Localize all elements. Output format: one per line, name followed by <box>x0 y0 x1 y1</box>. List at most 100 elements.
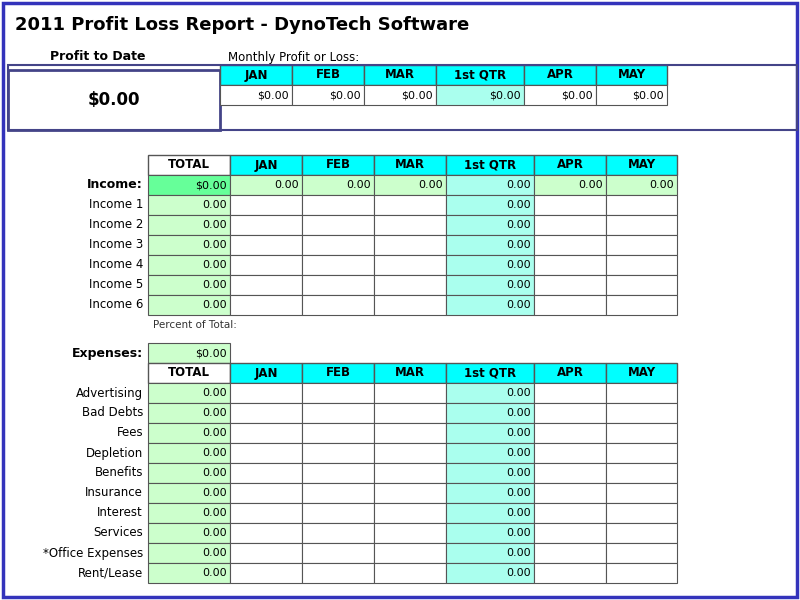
Bar <box>534 295 606 315</box>
Text: $0.00: $0.00 <box>258 90 289 100</box>
Bar <box>148 363 230 383</box>
Bar <box>374 215 446 235</box>
Bar <box>148 523 230 543</box>
Text: 0.00: 0.00 <box>202 508 227 518</box>
Bar <box>446 503 534 523</box>
Text: Bad Debts: Bad Debts <box>82 407 143 419</box>
Text: Services: Services <box>94 527 143 539</box>
Bar <box>534 255 606 275</box>
Bar <box>292 65 364 85</box>
Text: Interest: Interest <box>98 506 143 520</box>
Text: 0.00: 0.00 <box>506 200 531 210</box>
Bar <box>534 155 606 175</box>
Text: Depletion: Depletion <box>86 446 143 460</box>
Bar <box>148 483 230 503</box>
Bar <box>230 423 302 443</box>
Bar <box>374 295 446 315</box>
Text: 0.00: 0.00 <box>506 488 531 498</box>
Text: 0.00: 0.00 <box>506 548 531 558</box>
Bar <box>524 85 596 105</box>
Bar <box>230 255 302 275</box>
Bar <box>148 295 230 315</box>
Bar <box>606 523 677 543</box>
Text: 0.00: 0.00 <box>202 388 227 398</box>
Bar <box>148 275 230 295</box>
Bar <box>374 503 446 523</box>
Text: Income 1: Income 1 <box>89 199 143 211</box>
Bar <box>302 483 374 503</box>
Text: 0.00: 0.00 <box>506 220 531 230</box>
Bar <box>230 523 302 543</box>
Bar <box>446 463 534 483</box>
Bar <box>374 563 446 583</box>
Text: 0.00: 0.00 <box>650 180 674 190</box>
Text: *Office Expenses: *Office Expenses <box>42 547 143 559</box>
Bar <box>534 363 606 383</box>
Bar <box>8 70 220 130</box>
Text: Monthly Profit or Loss:: Monthly Profit or Loss: <box>228 50 359 64</box>
Bar <box>534 215 606 235</box>
Text: JAN: JAN <box>244 68 268 82</box>
Bar <box>606 443 677 463</box>
Bar <box>230 563 302 583</box>
Text: Income 4: Income 4 <box>89 259 143 271</box>
Bar <box>302 155 374 175</box>
Text: Insurance: Insurance <box>85 487 143 499</box>
Bar <box>606 215 677 235</box>
Bar <box>292 85 364 105</box>
Text: MAY: MAY <box>618 68 646 82</box>
Bar <box>374 403 446 423</box>
Bar <box>374 255 446 275</box>
Bar <box>230 543 302 563</box>
Bar <box>596 85 667 105</box>
Bar <box>302 215 374 235</box>
Bar <box>230 195 302 215</box>
Text: 0.00: 0.00 <box>506 468 531 478</box>
Text: 0.00: 0.00 <box>578 180 603 190</box>
Bar <box>606 403 677 423</box>
Text: Benefits: Benefits <box>94 467 143 479</box>
Bar <box>436 85 524 105</box>
Bar <box>606 235 677 255</box>
Bar <box>534 483 606 503</box>
Bar <box>374 423 446 443</box>
Text: 0.00: 0.00 <box>506 448 531 458</box>
Bar <box>534 503 606 523</box>
Bar <box>606 175 677 195</box>
Bar <box>220 65 292 85</box>
Text: FEB: FEB <box>315 68 341 82</box>
Bar <box>524 65 596 85</box>
Bar <box>230 383 302 403</box>
Text: 0.00: 0.00 <box>202 528 227 538</box>
Bar <box>302 443 374 463</box>
Bar <box>302 195 374 215</box>
Bar <box>148 443 230 463</box>
Bar <box>364 85 436 105</box>
Text: MAY: MAY <box>627 367 655 379</box>
Bar <box>148 235 230 255</box>
Text: 1st QTR: 1st QTR <box>464 367 516 379</box>
Bar <box>302 543 374 563</box>
Bar <box>8 65 797 130</box>
Text: 0.00: 0.00 <box>506 568 531 578</box>
Bar <box>446 155 534 175</box>
Text: FEB: FEB <box>326 158 350 172</box>
Text: 0.00: 0.00 <box>506 428 531 438</box>
Bar <box>596 65 667 85</box>
Bar <box>302 423 374 443</box>
Text: 0.00: 0.00 <box>346 180 371 190</box>
Bar <box>374 275 446 295</box>
Bar <box>446 443 534 463</box>
Text: APR: APR <box>557 367 583 379</box>
Text: Profit to Date: Profit to Date <box>50 50 146 64</box>
Bar <box>374 363 446 383</box>
Bar <box>148 463 230 483</box>
Bar <box>230 463 302 483</box>
Bar <box>302 175 374 195</box>
Bar <box>230 403 302 423</box>
Bar <box>302 295 374 315</box>
Text: Income 5: Income 5 <box>89 278 143 292</box>
Bar <box>606 383 677 403</box>
Bar <box>606 275 677 295</box>
Text: 0.00: 0.00 <box>506 528 531 538</box>
